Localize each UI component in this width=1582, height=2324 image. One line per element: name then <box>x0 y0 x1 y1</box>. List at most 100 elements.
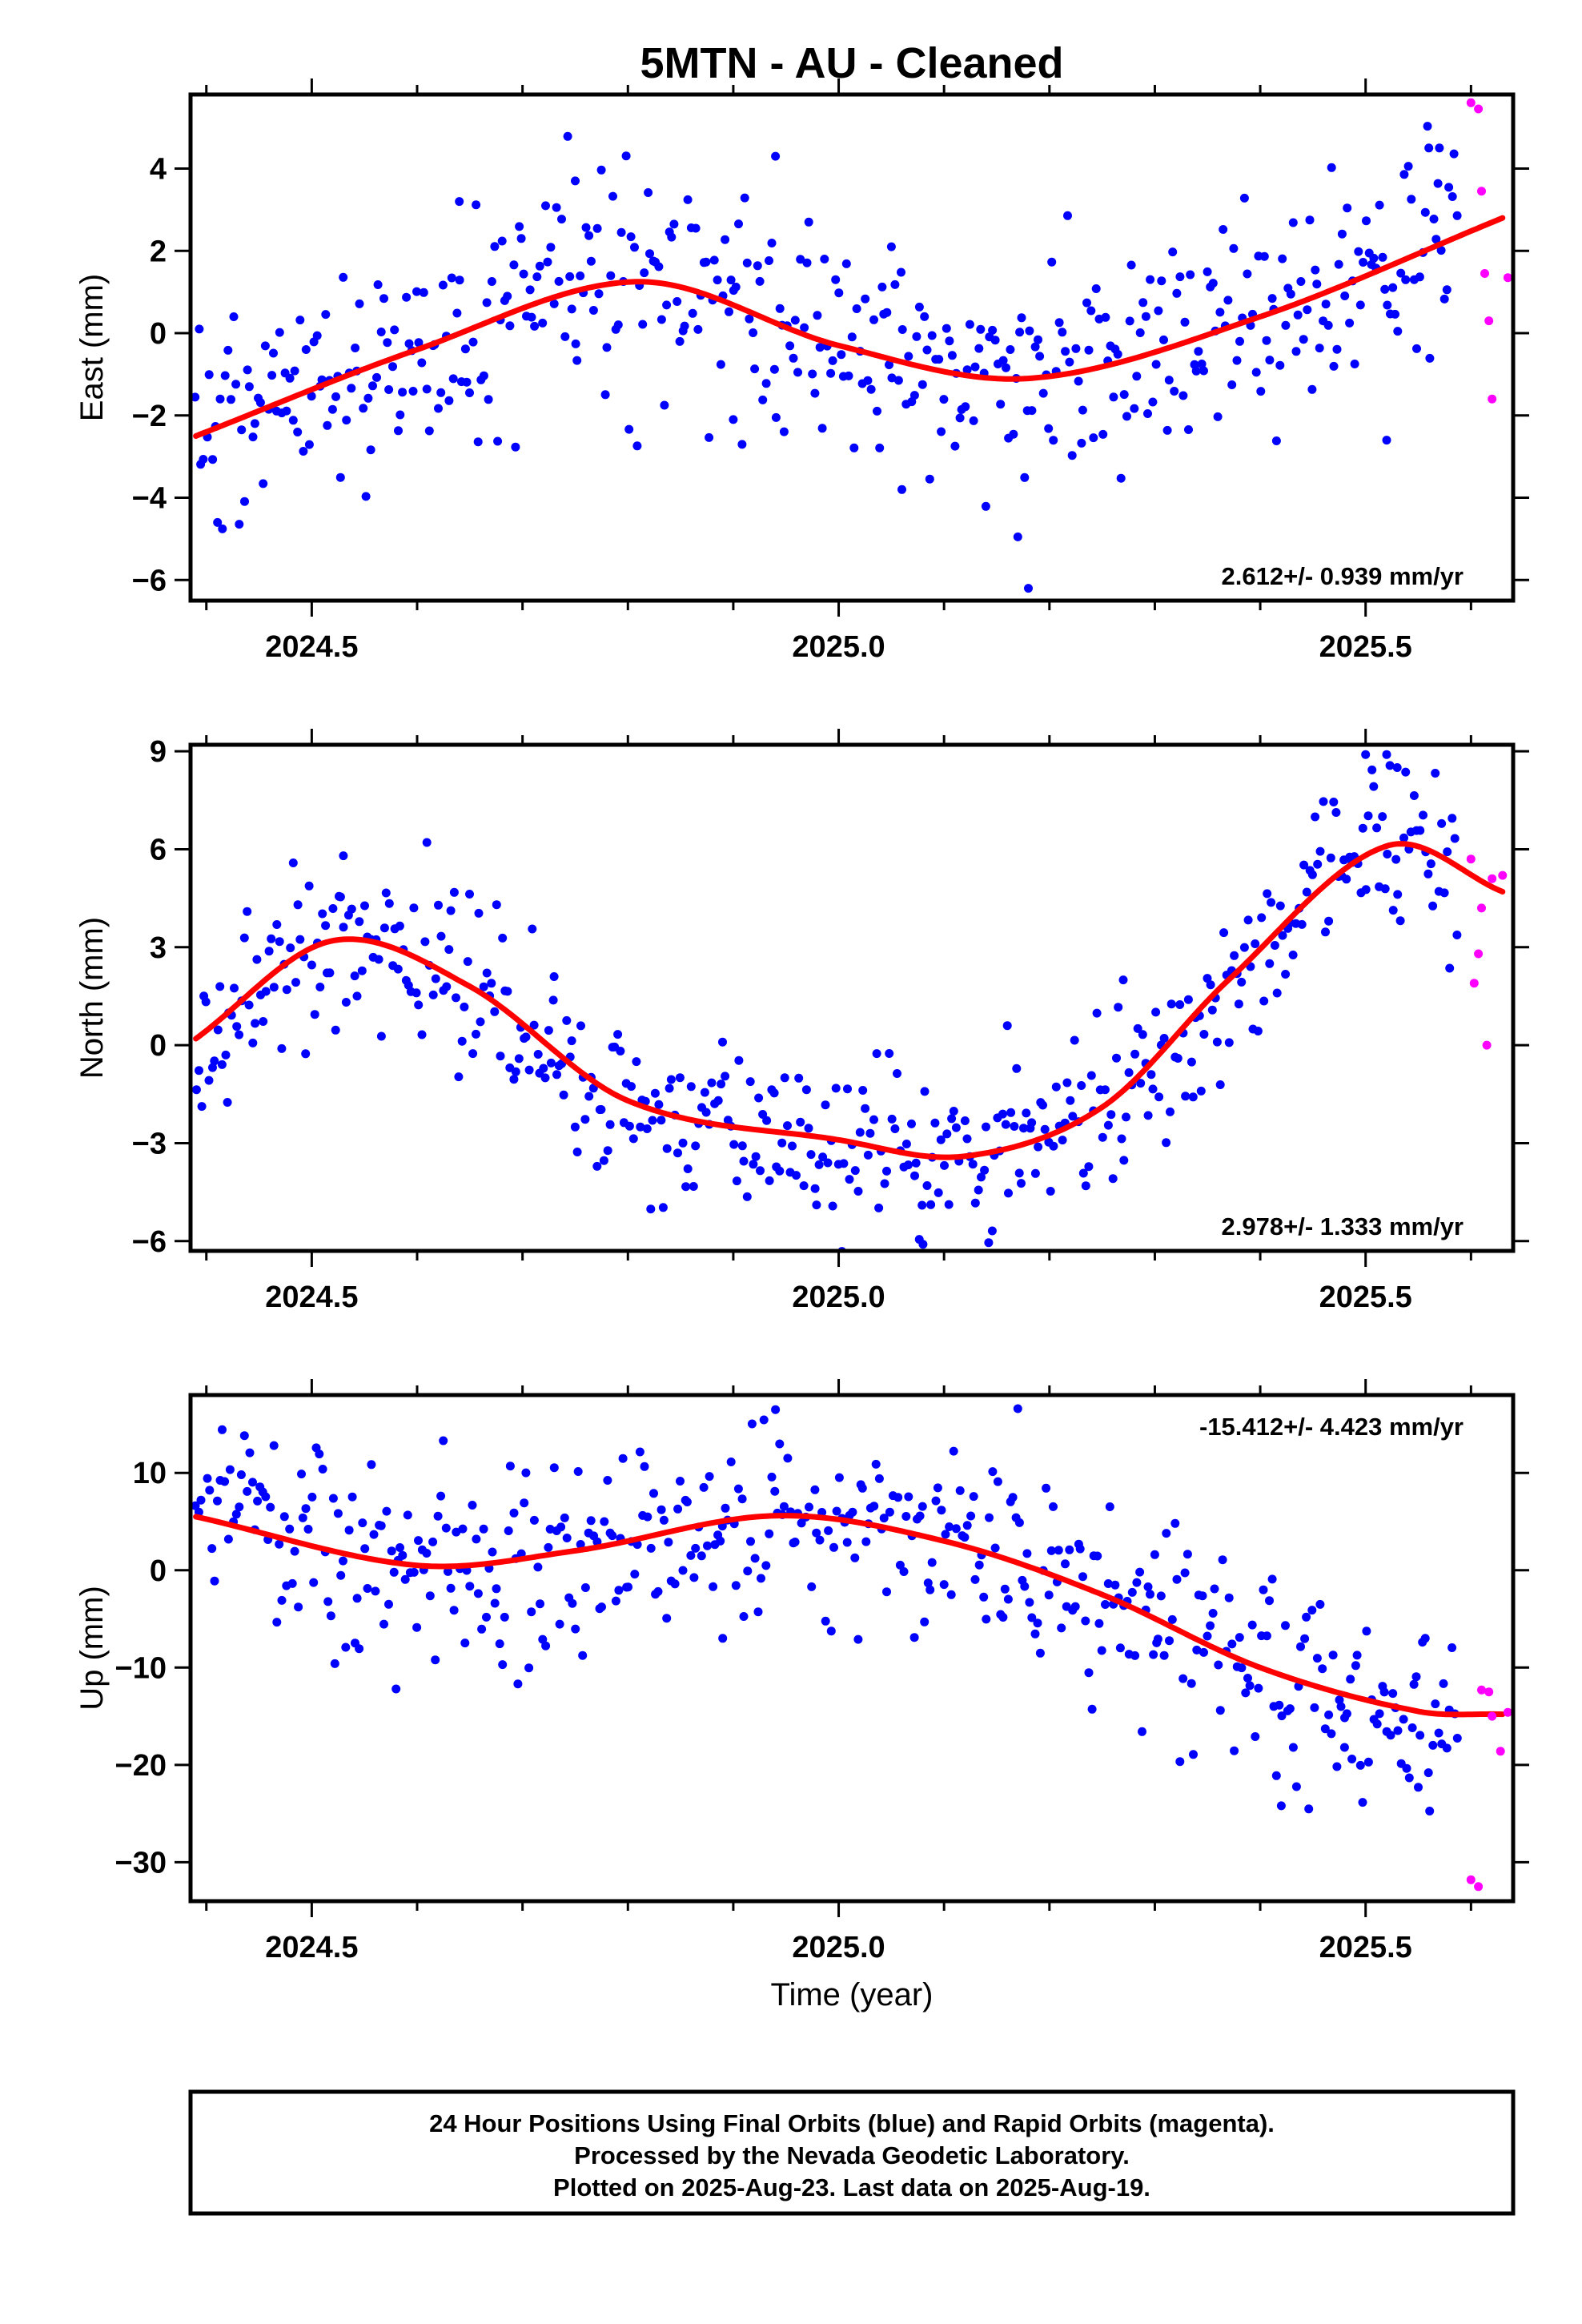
up-final-point <box>1409 1679 1419 1689</box>
up-final-point <box>422 1549 432 1558</box>
north-final-point <box>926 1200 936 1209</box>
north-final-point <box>605 1120 615 1129</box>
north-final-point <box>291 978 300 987</box>
east-final-point <box>753 261 762 271</box>
east-final-point <box>866 384 876 394</box>
east-final-point <box>497 236 507 246</box>
east-final-point <box>731 282 741 292</box>
east-rapid-point <box>1503 273 1512 283</box>
east-final-point <box>1199 366 1208 376</box>
east-final-point <box>1065 357 1074 367</box>
east-final-point <box>447 273 456 283</box>
north-final-point <box>1302 887 1311 897</box>
up-final-point <box>1070 1602 1080 1611</box>
north-final-point <box>1017 1179 1026 1188</box>
north-final-point <box>460 1002 469 1011</box>
north-final-point <box>1081 1181 1090 1191</box>
east-final-point <box>1286 289 1295 299</box>
up-final-point <box>277 1595 287 1605</box>
up-final-point <box>721 1503 730 1513</box>
north-final-point <box>613 1030 623 1039</box>
east-final-point <box>810 388 820 398</box>
east-final-point <box>434 404 443 413</box>
north-final-point <box>454 1072 464 1082</box>
up-final-point <box>318 1465 327 1474</box>
east-final-point <box>1251 368 1261 377</box>
east-final-point <box>691 223 701 233</box>
east-final-point <box>351 344 360 352</box>
east-final-point <box>790 316 800 325</box>
up-final-point <box>1206 1621 1215 1630</box>
up-final-point <box>576 1540 585 1549</box>
east-final-point <box>535 261 544 271</box>
east-final-point <box>927 331 937 340</box>
north-final-point <box>1058 1136 1067 1145</box>
east-final-point <box>503 292 512 301</box>
east-final-point <box>847 332 857 342</box>
north-final-point <box>492 900 501 910</box>
up-final-point <box>970 1574 980 1584</box>
up-final-point <box>937 1506 946 1515</box>
up-final-point <box>1075 1544 1085 1554</box>
north-y-tick-label: 0 <box>150 1029 167 1063</box>
east-final-point <box>808 369 817 379</box>
east-final-point <box>875 443 885 452</box>
north-final-point <box>379 923 389 933</box>
north-rapid-point <box>1477 903 1486 913</box>
north-final-point <box>434 900 443 910</box>
north-final-point <box>1215 1080 1225 1089</box>
north-final-point <box>350 971 359 981</box>
north-final-point <box>910 1171 919 1180</box>
north-final-point <box>918 1240 928 1249</box>
east-final-point <box>511 442 520 452</box>
east-final-point <box>248 432 258 442</box>
up-final-point <box>869 1502 879 1511</box>
east-final-point <box>1078 405 1087 415</box>
up-final-point <box>1022 1549 1032 1558</box>
east-final-point <box>990 336 1000 345</box>
up-final-point <box>1198 1591 1207 1601</box>
north-final-point <box>444 945 454 955</box>
up-final-point <box>336 1570 346 1580</box>
east-final-point <box>260 341 270 351</box>
east-final-point <box>1439 294 1449 304</box>
north-final-point <box>286 943 295 953</box>
east-final-point <box>917 380 927 389</box>
east-final-point <box>269 348 278 358</box>
up-final-point <box>1355 1760 1365 1770</box>
up-final-point <box>1399 1715 1408 1724</box>
up-final-point <box>1265 1596 1274 1606</box>
east-final-point <box>213 517 223 527</box>
east-final-point <box>965 320 974 329</box>
north-final-point <box>1278 931 1287 940</box>
east-final-point <box>897 485 906 494</box>
north-final-point <box>288 858 298 867</box>
east-final-point <box>342 416 351 425</box>
north-final-point <box>1243 915 1253 925</box>
east-final-point <box>600 390 610 400</box>
east-final-point <box>1063 211 1072 220</box>
up-final-point <box>1302 1612 1311 1622</box>
east-final-point <box>414 338 424 348</box>
up-final-point <box>568 1598 577 1608</box>
east-final-point <box>1074 376 1083 386</box>
north-final-point <box>295 935 305 944</box>
east-final-point <box>366 445 375 455</box>
north-final-point <box>1447 814 1457 823</box>
east-final-point <box>996 400 1006 409</box>
up-final-point <box>290 1546 299 1556</box>
north-final-point <box>1361 750 1371 759</box>
north-final-point <box>1159 1034 1169 1043</box>
north-final-point <box>335 892 345 902</box>
up-final-point <box>1275 1700 1284 1710</box>
north-final-point <box>1002 1021 1012 1031</box>
east-final-point <box>398 388 408 397</box>
east-final-point <box>662 300 672 310</box>
up-final-point <box>488 1547 497 1557</box>
north-final-point <box>1259 996 1269 1006</box>
north-final-point <box>1439 888 1449 898</box>
north-final-point <box>1450 834 1460 843</box>
up-final-point <box>945 1522 954 1531</box>
up-final-point <box>1310 1703 1319 1712</box>
up-final-point <box>1362 1626 1371 1636</box>
